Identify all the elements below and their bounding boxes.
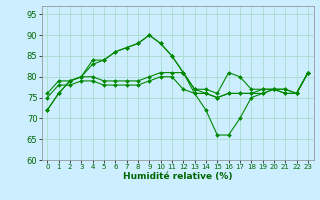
X-axis label: Humidité relative (%): Humidité relative (%) — [123, 172, 232, 181]
